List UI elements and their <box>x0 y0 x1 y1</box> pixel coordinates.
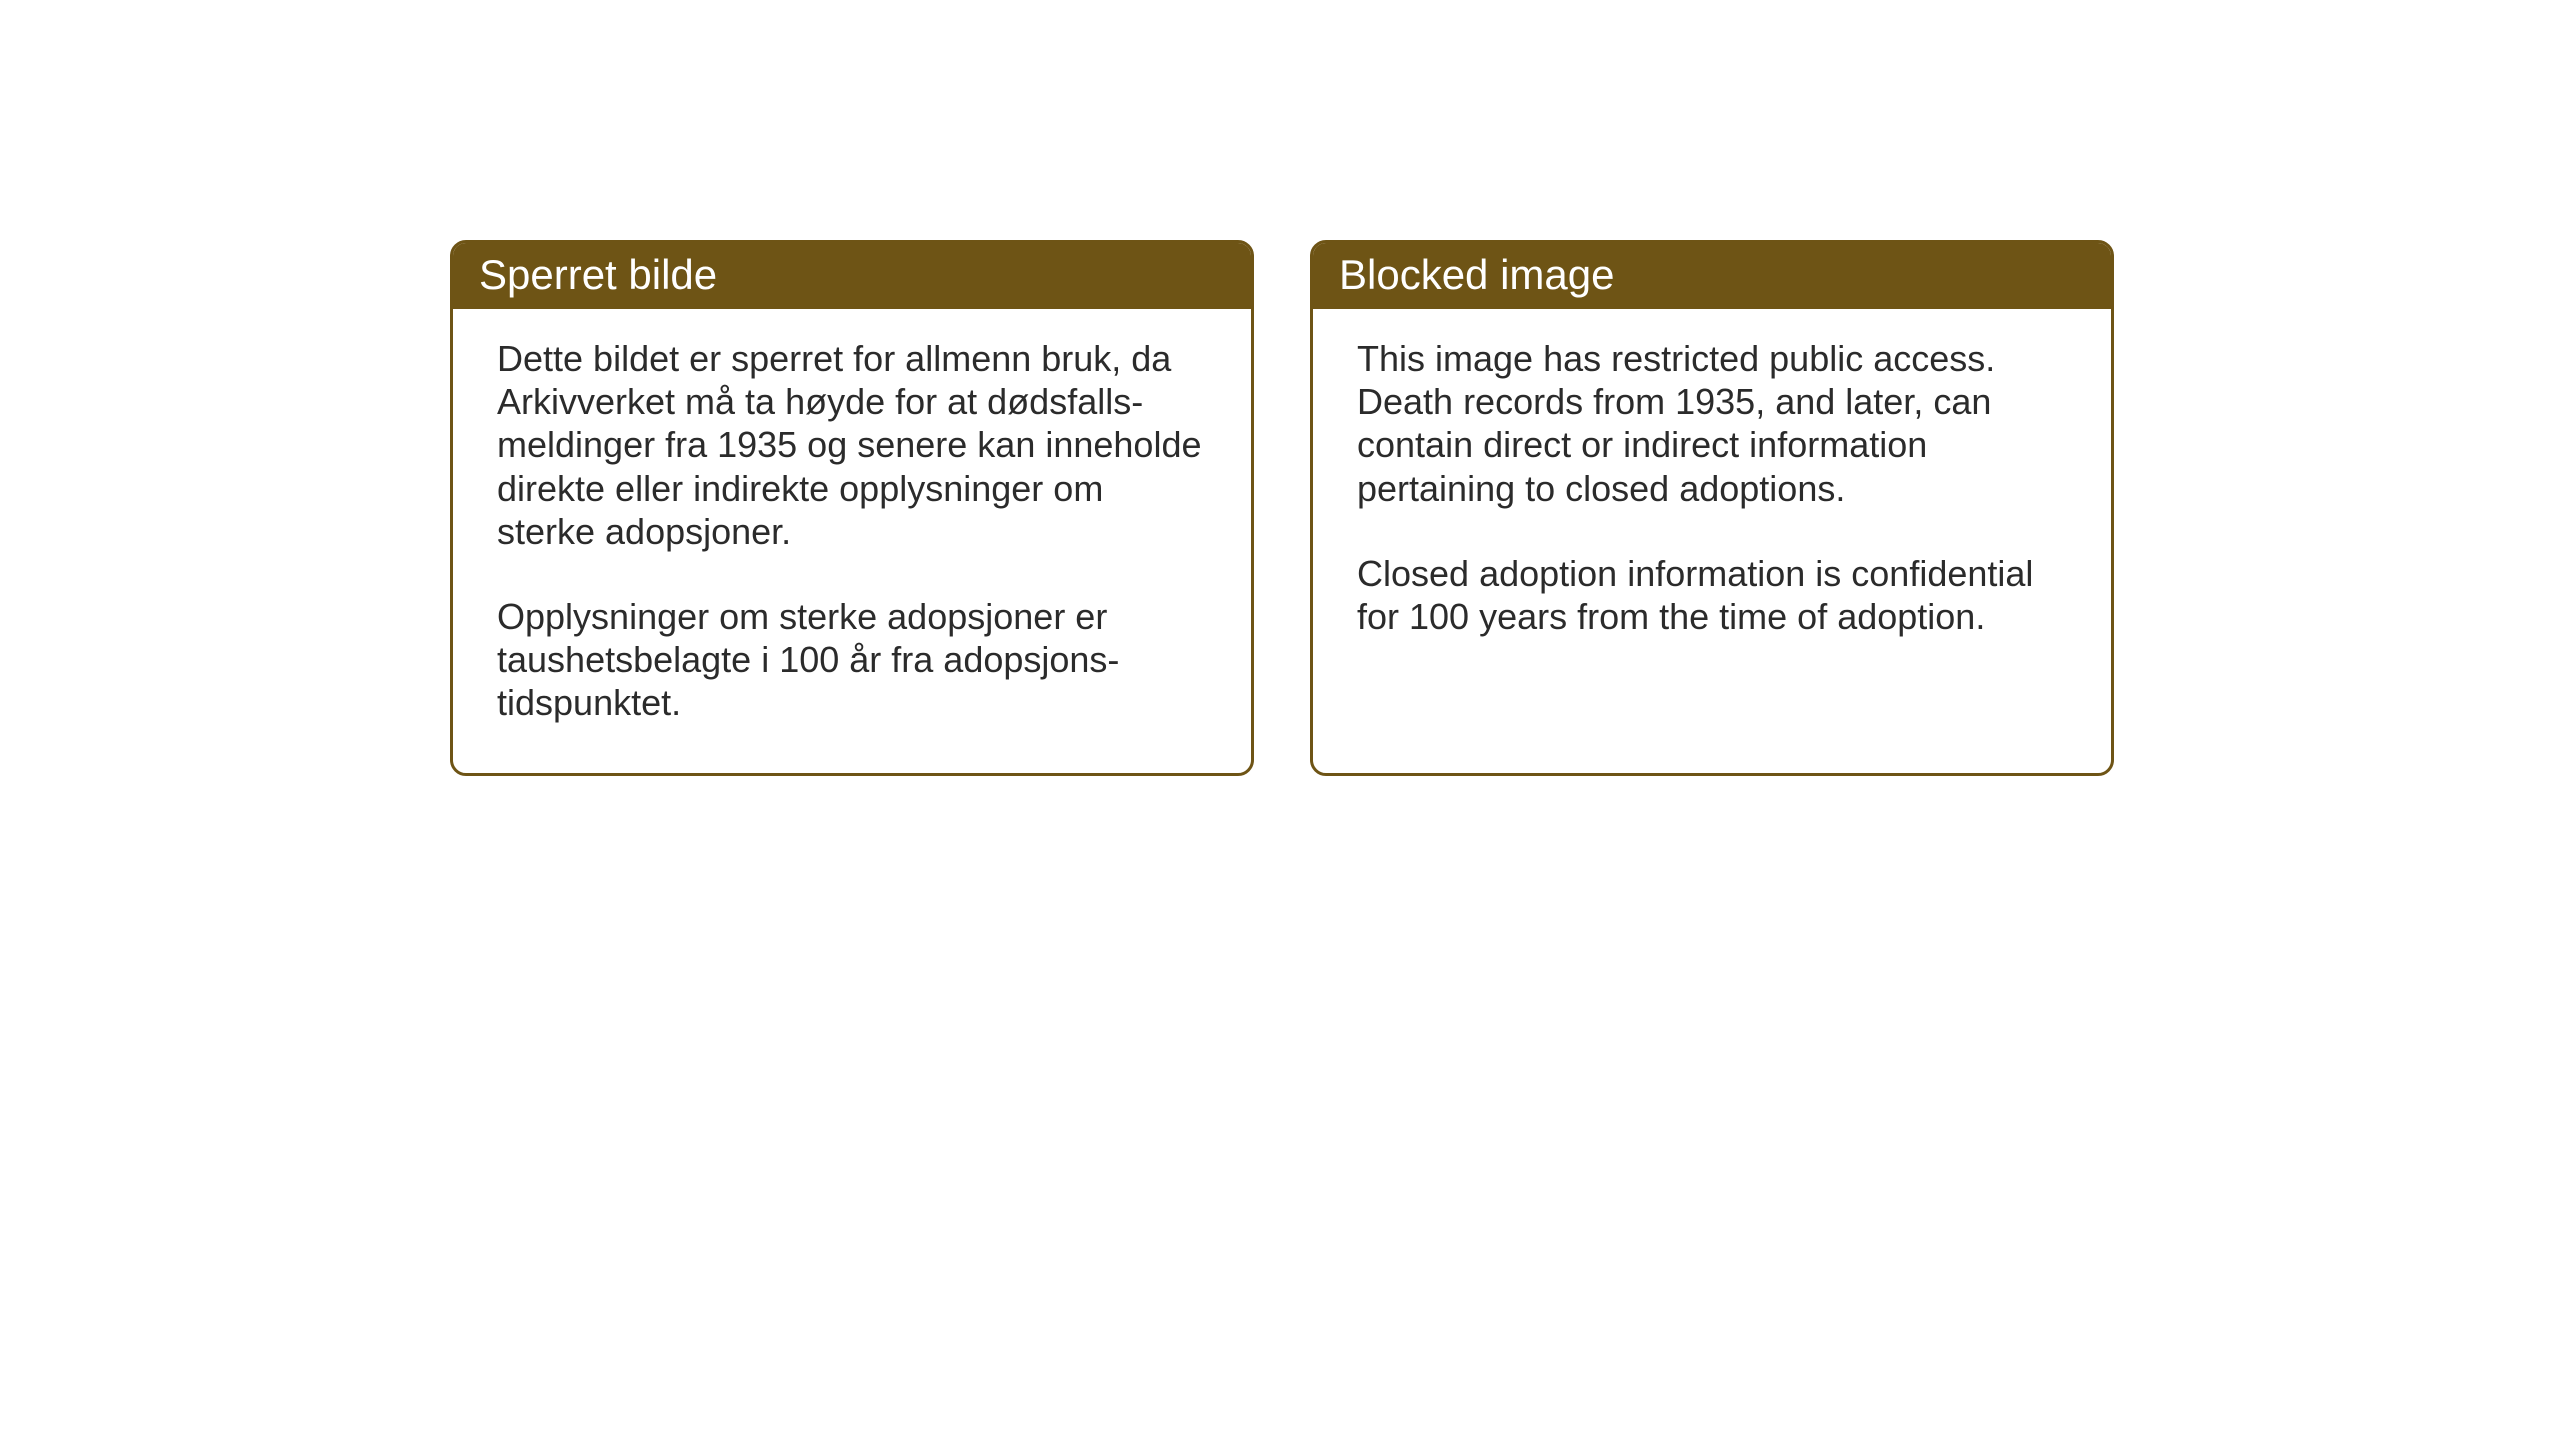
card-header-norwegian: Sperret bilde <box>453 243 1251 309</box>
card-title-english: Blocked image <box>1339 251 1614 298</box>
notice-card-english: Blocked image This image has restricted … <box>1310 240 2114 776</box>
card-paragraph-norwegian-2: Opplysninger om sterke adopsjoner er tau… <box>497 595 1207 725</box>
card-paragraph-english-2: Closed adoption information is confident… <box>1357 552 2067 638</box>
card-title-norwegian: Sperret bilde <box>479 251 717 298</box>
notice-card-norwegian: Sperret bilde Dette bildet er sperret fo… <box>450 240 1254 776</box>
notice-container: Sperret bilde Dette bildet er sperret fo… <box>450 240 2114 776</box>
card-paragraph-english-1: This image has restricted public access.… <box>1357 337 2067 510</box>
card-paragraph-norwegian-1: Dette bildet er sperret for allmenn bruk… <box>497 337 1207 553</box>
card-body-english: This image has restricted public access.… <box>1313 309 2111 686</box>
card-header-english: Blocked image <box>1313 243 2111 309</box>
card-body-norwegian: Dette bildet er sperret for allmenn bruk… <box>453 309 1251 773</box>
